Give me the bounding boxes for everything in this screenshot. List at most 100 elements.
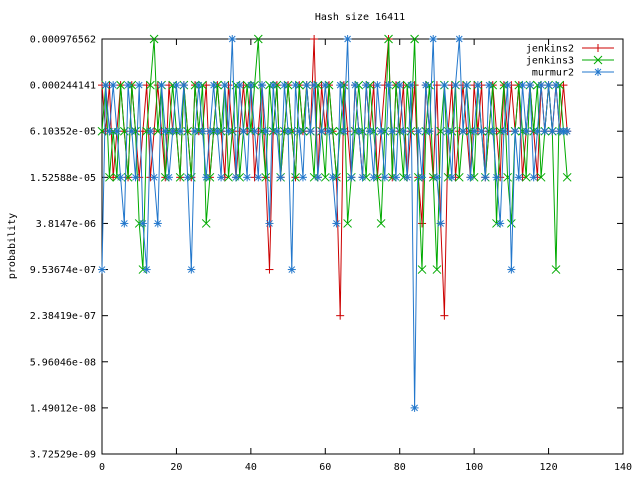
legend-label-jenkins3: jenkins3: [526, 56, 574, 67]
series-murmur2-point-stroke: [299, 173, 307, 181]
series-jenkins3-point: [253, 34, 263, 44]
series-murmur2-point: [384, 81, 393, 90]
series-jenkins3-point-stroke: [253, 34, 263, 44]
series-murmur2-point: [451, 81, 460, 90]
series-murmur2-point-stroke: [478, 127, 485, 135]
series-murmur2-point-stroke: [280, 81, 288, 89]
series-murmur2-point: [414, 127, 423, 136]
series-murmur2-point: [276, 173, 285, 182]
series-murmur2-point-stroke: [128, 127, 136, 135]
series-murmur2-point: [146, 127, 155, 136]
series-murmur2-point: [120, 219, 129, 228]
series-jenkins3-point: [503, 172, 512, 182]
y-tick-label: 1.52588e-05: [30, 173, 96, 184]
series-jenkins3-point: [291, 172, 300, 182]
series-murmur2-point: [202, 173, 211, 182]
series-murmur2-point-stroke: [366, 127, 374, 135]
series-murmur2-point: [444, 127, 453, 136]
series-murmur2-point: [406, 81, 415, 90]
series-murmur2-point: [272, 127, 281, 136]
series-jenkins3-point: [454, 172, 464, 182]
series-murmur2-point: [127, 127, 136, 136]
series-murmur2-point: [343, 35, 352, 43]
series-murmur2-point-stroke: [113, 127, 121, 135]
series-murmur2-point-stroke: [154, 220, 162, 227]
series-murmur2-point-stroke: [210, 81, 217, 89]
series-jenkins3-point: [507, 219, 516, 228]
series-murmur2-point: [105, 127, 114, 136]
series-murmur2-point-stroke: [333, 220, 340, 227]
series-jenkins3-point: [551, 265, 561, 274]
series-murmur2-point: [224, 127, 233, 136]
series-murmur2-point-stroke: [508, 266, 515, 273]
series-murmur2-point: [198, 127, 207, 136]
series-murmur2-point: [339, 127, 348, 136]
series-murmur2-point-stroke: [139, 220, 147, 227]
series-murmur2-point: [466, 173, 475, 182]
x-tick-label: 60: [319, 462, 331, 473]
series-jenkins3-point-stroke: [320, 172, 330, 182]
series-murmur2-point: [391, 173, 400, 182]
series-murmur2-point-stroke: [329, 173, 337, 181]
series-murmur2-point-stroke: [243, 173, 251, 181]
series-murmur2-point: [470, 127, 479, 136]
series-murmur2-point: [310, 81, 319, 90]
series-jenkins3-point-stroke: [291, 172, 300, 182]
series-murmur2-point-stroke: [106, 127, 113, 135]
series-murmur2-point: [168, 127, 177, 136]
series-murmur2-point-stroke: [548, 127, 556, 135]
series-murmur2-point: [380, 173, 389, 182]
legend-marker-jenkins3-stroke: [593, 55, 603, 65]
series-murmur2-point: [157, 81, 166, 90]
legend-marker-murmur2: [594, 68, 602, 76]
series-murmur2-point-stroke: [511, 127, 519, 135]
series-murmur2-point: [187, 265, 196, 274]
series-murmur2-point-stroke: [214, 127, 221, 135]
series-murmur2-point-stroke: [277, 173, 284, 181]
series-murmur2-point-stroke: [169, 127, 177, 135]
y-tick-label: 3.72529e-09: [30, 450, 96, 461]
series-jenkins3-point-stroke: [201, 219, 211, 228]
series-murmur2-point-stroke: [102, 81, 110, 89]
series-murmur2-point-stroke: [109, 81, 117, 89]
series-murmur2-point-stroke: [310, 81, 318, 89]
series-jenkins3-point: [320, 172, 330, 182]
series-murmur2-point: [388, 127, 397, 136]
series-murmur2-point-stroke: [184, 173, 191, 181]
series-murmur2-point: [462, 81, 471, 90]
series-murmur2-point: [116, 173, 125, 182]
series-murmur2-point: [362, 81, 371, 90]
series-murmur2-point-stroke: [485, 81, 493, 89]
series-murmur2-point-stroke: [355, 127, 363, 135]
series-murmur2-point-stroke: [381, 173, 389, 181]
series-murmur2-point: [205, 127, 214, 136]
series-murmur2-point-stroke: [303, 81, 311, 89]
series-murmur2-point: [135, 81, 144, 90]
series-jenkins3-point: [536, 172, 546, 182]
series-jenkins3: [97, 34, 572, 274]
series-murmur2-point: [284, 127, 293, 136]
series-murmur2-point-stroke: [414, 127, 422, 135]
series-murmur2-point: [243, 173, 252, 182]
series-murmur2-point: [194, 81, 203, 90]
series-murmur2-point-stroke: [362, 81, 370, 89]
series-jenkins3-point-stroke: [521, 172, 531, 182]
series-murmur2-point: [503, 81, 512, 90]
series-murmur2-point: [496, 219, 505, 228]
series-jenkins3-point-stroke: [384, 34, 393, 44]
series-jenkins3-point: [116, 80, 125, 90]
series-murmur2-point-stroke: [448, 173, 456, 181]
legend-marker-jenkins2: [594, 44, 602, 52]
series-murmur2-point: [328, 173, 337, 182]
y-tick-label: 0.000976562: [30, 35, 96, 46]
series-murmur2-point-stroke: [407, 81, 415, 89]
series-murmur2-point-stroke: [459, 127, 467, 135]
y-tick-label: 1.49012e-08: [30, 403, 96, 414]
series-murmur2-point-stroke: [504, 81, 511, 89]
series-murmur2-point-stroke: [374, 81, 381, 89]
series-jenkins2-point: [310, 35, 319, 43]
series-murmur2-point-stroke: [541, 127, 549, 135]
x-tick-label: 120: [540, 462, 558, 473]
series-murmur2-point-stroke: [284, 127, 292, 135]
series-jenkins2-point: [440, 311, 449, 320]
